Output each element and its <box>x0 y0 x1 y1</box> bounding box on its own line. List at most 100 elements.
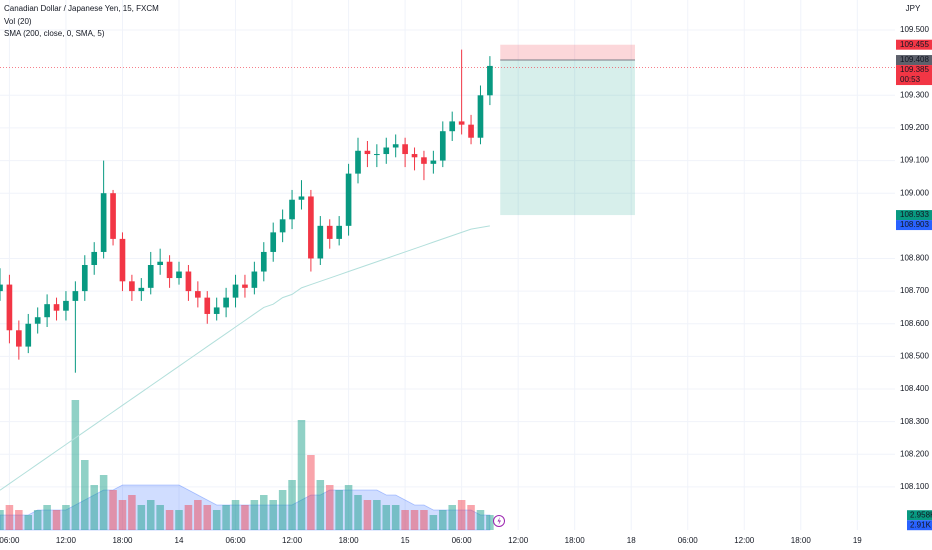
candle-body <box>63 300 69 311</box>
volume-label: 2.91K <box>910 520 932 529</box>
y-tick-label: 108.800 <box>900 254 929 263</box>
y-tick-label: 109.500 <box>900 25 929 34</box>
candle-body <box>34 317 41 324</box>
volume-bar <box>448 505 456 530</box>
candle-body <box>392 144 399 148</box>
volume-bar <box>401 510 409 530</box>
price-label: 109.408 <box>900 55 929 64</box>
volume-bar <box>0 510 4 530</box>
position-target-zone <box>500 60 635 216</box>
volume-label-box <box>907 520 932 531</box>
volume-bar <box>175 510 183 530</box>
currency-label: JPY <box>906 4 921 13</box>
volume-bar <box>5 505 14 530</box>
candle-body <box>72 291 79 301</box>
candle-body <box>270 232 277 252</box>
candle-body <box>185 271 192 292</box>
x-tick-label: 12:00 <box>734 536 755 545</box>
volume-legend: Vol (20) <box>4 17 32 26</box>
candle-body <box>223 297 229 308</box>
candle-body <box>100 193 107 252</box>
candle-body <box>53 304 60 311</box>
candle-body <box>213 307 220 314</box>
candle-body <box>119 238 126 282</box>
x-tick-label: 15 <box>401 536 410 545</box>
sma-legend: SMA (200, close, 0, SMA, 5) <box>4 29 105 38</box>
volume-bar <box>43 505 51 530</box>
x-tick-label: 18:00 <box>339 536 360 545</box>
price-label: 108.933 <box>900 210 929 219</box>
candle-body <box>430 160 437 164</box>
y-tick-label: 108.200 <box>900 449 929 458</box>
candle-body <box>355 150 361 174</box>
candle-body <box>477 95 484 138</box>
candle-body <box>204 297 211 314</box>
candle-body <box>289 199 295 220</box>
volume-bar <box>118 500 127 530</box>
candle-body <box>129 281 135 292</box>
candle-body <box>458 121 465 125</box>
price-label-box <box>896 55 932 66</box>
plot-area <box>0 0 895 531</box>
candle-body <box>110 193 116 239</box>
volume-bar <box>90 485 98 530</box>
volume-bar <box>24 515 33 530</box>
volume-bar <box>344 485 353 530</box>
volume-bar <box>33 510 42 530</box>
event-icon-flash <box>497 517 501 525</box>
candle-body <box>195 291 201 298</box>
volume-bar <box>325 485 334 530</box>
y-tick-label: 108.700 <box>900 286 929 295</box>
volume-ma-area <box>0 484 491 531</box>
volume-bar <box>382 505 391 530</box>
x-tick-label: 12:00 <box>56 536 77 545</box>
x-tick-label: 18 <box>627 536 636 545</box>
volume-bar <box>363 500 372 530</box>
candle-body <box>308 196 314 259</box>
volume-bar <box>231 500 240 530</box>
price-label: 109.455 <box>900 40 929 49</box>
candle-body <box>147 265 154 288</box>
volume-bar <box>278 490 287 530</box>
volume-bar <box>335 490 343 530</box>
volume-bar <box>109 490 117 530</box>
volume-bar <box>212 510 221 530</box>
volume-bar <box>391 505 400 530</box>
x-tick-label: 19 <box>853 536 862 545</box>
candle-body <box>242 284 248 288</box>
y-tick-label: 109.000 <box>900 188 929 197</box>
candle-body <box>232 284 239 298</box>
candle-body <box>6 284 13 331</box>
volume-bar <box>373 500 381 530</box>
position-stop-zone <box>500 44 635 61</box>
volume-bar <box>297 420 306 530</box>
price-label-box <box>896 220 932 231</box>
volume-bar <box>99 475 108 530</box>
candle-body <box>317 225 324 259</box>
y-tick-label: 109.100 <box>900 156 929 165</box>
volume-bar <box>165 510 174 530</box>
y-tick-label: 108.300 <box>900 417 929 426</box>
x-tick-label: 18:00 <box>791 536 812 545</box>
volume-bar <box>81 460 89 530</box>
x-tick-label: 06:00 <box>678 536 699 545</box>
volume-bar <box>429 515 438 530</box>
volume-bar <box>156 505 164 530</box>
price-label-box <box>896 210 932 221</box>
candle-body <box>176 271 182 279</box>
volume-bar <box>250 500 259 530</box>
volume-bar <box>137 505 146 530</box>
candle-body <box>364 150 371 155</box>
volume-bar <box>260 495 268 530</box>
chart-title: Canadian Dollar / Japanese Yen, 15, FXCM <box>4 4 159 13</box>
volume-bar <box>420 510 428 530</box>
volume-bar <box>354 495 362 530</box>
volume-bar <box>439 510 447 530</box>
price-label: 109.385 <box>900 65 929 74</box>
volume-bar <box>269 500 277 530</box>
volume-bar <box>457 500 466 530</box>
y-tick-label: 109.200 <box>900 123 929 132</box>
volume-bar <box>241 505 249 530</box>
